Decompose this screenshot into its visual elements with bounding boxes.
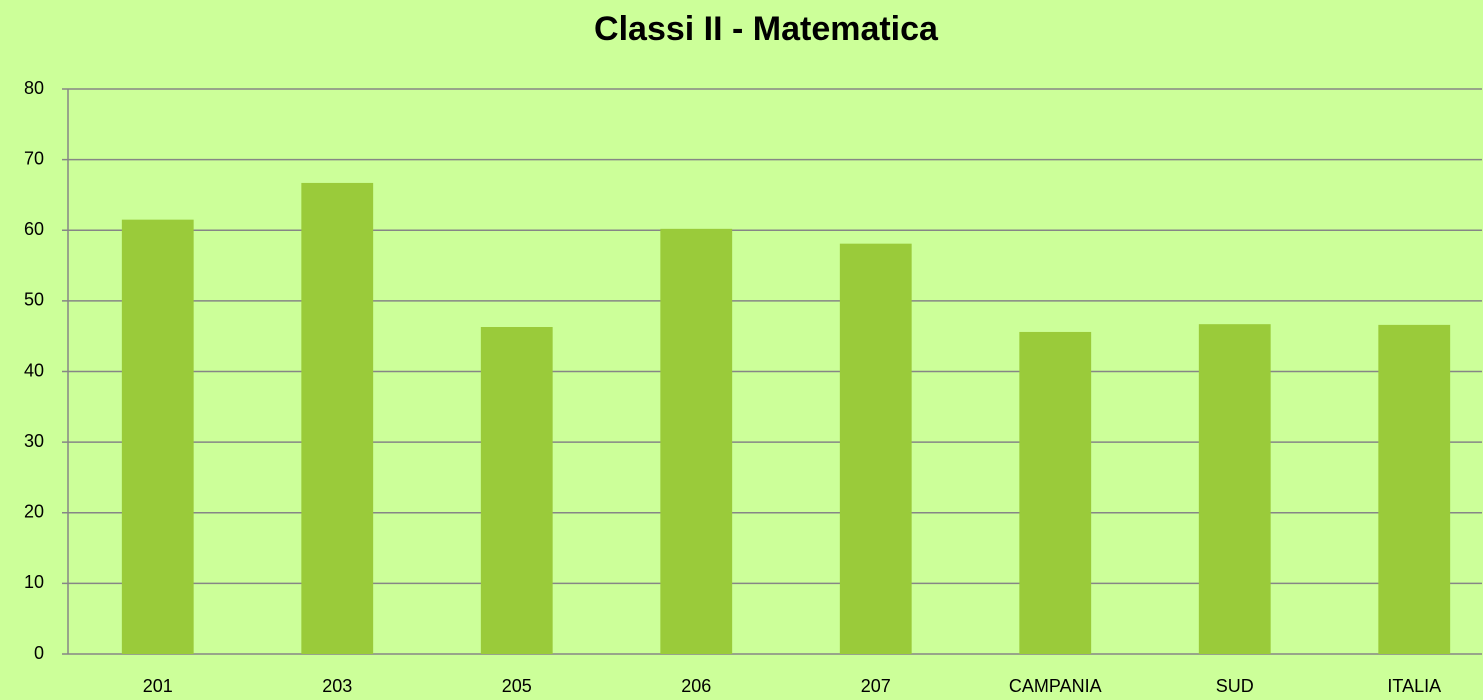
x-tick-label: SUD	[1216, 676, 1254, 696]
y-tick-label: 60	[24, 219, 44, 239]
y-tick-label: 40	[24, 360, 44, 380]
bar	[1378, 324, 1451, 654]
x-tick-label: ITALIA	[1387, 676, 1441, 696]
y-tick-label: 70	[24, 148, 44, 168]
y-tick-label: 0	[34, 643, 44, 663]
x-tick-label: 207	[861, 676, 891, 696]
y-tick-label: 80	[24, 78, 44, 98]
bar	[121, 219, 194, 654]
y-tick-label: 50	[24, 290, 44, 310]
bar	[1019, 331, 1092, 654]
y-tick-label: 10	[24, 572, 44, 592]
bar	[839, 243, 912, 654]
x-tick-label: 203	[322, 676, 352, 696]
bar	[1198, 324, 1271, 654]
x-tick-label: 206	[681, 676, 711, 696]
y-tick-label: 30	[24, 431, 44, 451]
x-tick-label: CAMPANIA	[1009, 676, 1102, 696]
bar	[480, 327, 553, 654]
bar	[301, 182, 374, 654]
bar	[660, 228, 733, 654]
chart-title: Classi II - Matematica	[594, 10, 939, 48]
x-tick-label: 201	[143, 676, 173, 696]
x-tick-label: 205	[502, 676, 532, 696]
y-tick-label: 20	[24, 502, 44, 522]
